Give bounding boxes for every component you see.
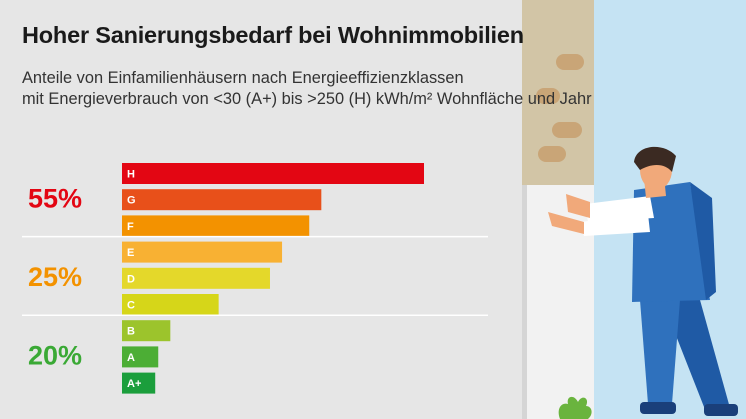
bar-label-c: C	[127, 300, 135, 312]
subtitle-line-2: mit Energieverbrauch von <30 (A+) bis >2…	[22, 90, 592, 108]
bar-label-f: F	[127, 221, 134, 233]
worker-arm-lower	[580, 214, 650, 236]
worker-hand-lower	[548, 212, 584, 234]
worker-hair	[634, 146, 676, 172]
bar-a	[122, 346, 159, 368]
bar-label-a: A	[127, 352, 135, 364]
bar-a-plus	[122, 372, 156, 394]
group-percentage-2: 25%	[28, 262, 82, 292]
worker-shoe-right	[704, 404, 738, 416]
bar-b	[122, 320, 171, 342]
bar-label-h: H	[127, 169, 135, 181]
brick-3	[552, 122, 582, 138]
bar-f	[122, 215, 310, 237]
worker-back-shape	[690, 182, 716, 300]
bar-e	[122, 241, 283, 263]
bar-label-a-plus: A+	[127, 378, 141, 390]
page-title: Hoher Sanierungsbedarf bei Wohnimmobilie…	[22, 22, 524, 48]
bar-label-e: E	[127, 247, 134, 259]
brick-1	[556, 54, 584, 70]
subtitle-line-1: Anteile von Einfamilienhäusern nach Ener…	[22, 69, 464, 87]
bar-label-g: G	[127, 195, 136, 207]
wall-edge	[522, 185, 527, 419]
bar-g	[122, 189, 322, 211]
plant-icon	[558, 396, 592, 419]
brick-2	[536, 88, 560, 104]
worker-figure	[548, 146, 738, 416]
bar-c	[122, 294, 219, 315]
group-percentage-1: 55%	[28, 183, 82, 213]
worker-hand-upper	[566, 194, 590, 218]
brick-4	[538, 146, 566, 162]
bar-label-d: D	[127, 273, 135, 285]
bar-d	[122, 267, 270, 289]
worker-right-leg	[662, 300, 730, 412]
bar-label-b: B	[127, 326, 135, 338]
group-percentage-3: 20%	[28, 341, 82, 371]
bar-h	[122, 163, 424, 184]
worker-shoe-left	[640, 402, 676, 414]
worker-left-leg	[640, 300, 680, 404]
